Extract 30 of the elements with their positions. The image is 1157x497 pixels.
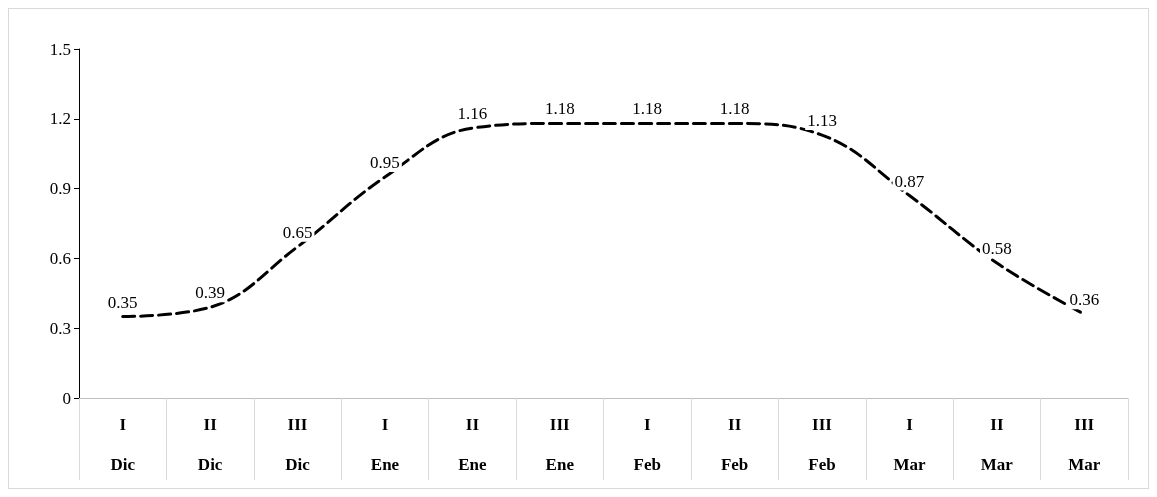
y-tick-label: 0.6 xyxy=(49,248,71,268)
data-label: 1.18 xyxy=(544,99,575,119)
category-label: III Ene xyxy=(545,414,574,474)
category-label: I Mar xyxy=(893,414,926,474)
data-label: 0.35 xyxy=(107,292,138,312)
y-tick-label: 1.5 xyxy=(49,39,71,59)
data-label: 0.87 xyxy=(894,171,925,191)
category-label: I Dic xyxy=(110,414,135,474)
data-label: 0.58 xyxy=(982,239,1012,259)
category-label: II Ene xyxy=(458,414,487,474)
category-label: I Feb xyxy=(633,414,661,474)
data-label: 0.36 xyxy=(1069,290,1100,310)
data-label: 0.95 xyxy=(370,152,400,172)
category-label: I Ene xyxy=(370,414,400,474)
y-tick-label: 1.2 xyxy=(49,109,71,129)
y-tick-label: 0 xyxy=(62,388,71,408)
category-label: II Feb xyxy=(720,414,749,474)
data-label: 1.13 xyxy=(807,111,837,131)
category-label: III Mar xyxy=(1068,414,1101,474)
data-label: 0.65 xyxy=(282,222,313,242)
y-tick-label: 0.9 xyxy=(49,179,71,199)
data-label: 1.16 xyxy=(457,104,488,124)
data-label: 0.39 xyxy=(195,283,225,303)
y-tick-label: 0.3 xyxy=(49,318,71,338)
category-label: III Feb xyxy=(808,414,836,474)
category-label: II Mar xyxy=(980,414,1013,474)
data-label: 1.18 xyxy=(632,99,663,119)
data-label: 1.18 xyxy=(719,99,750,119)
category-label: III Dic xyxy=(285,414,310,474)
category-label: II Dic xyxy=(197,414,223,474)
